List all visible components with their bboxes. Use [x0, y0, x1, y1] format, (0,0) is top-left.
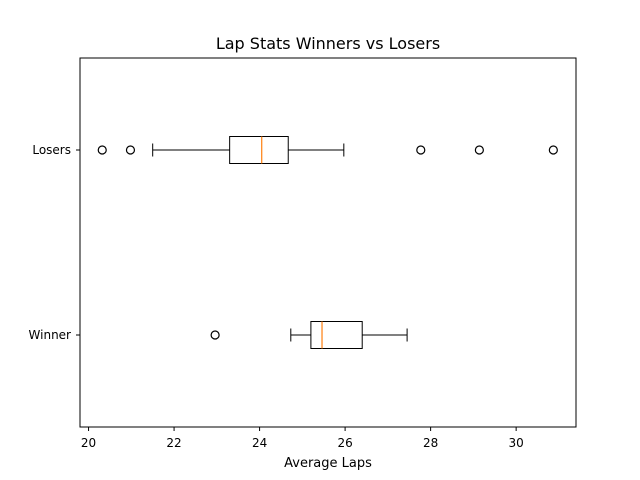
- x-tick-label: 30: [508, 436, 523, 450]
- x-tick-label: 28: [423, 436, 438, 450]
- outlier-point: [474, 145, 484, 155]
- outlier-point: [125, 145, 136, 155]
- outlier-point: [548, 145, 558, 155]
- x-tick-label: 22: [166, 436, 181, 450]
- y-axis-labels: Losers Winner: [29, 143, 80, 342]
- box-iqr: [310, 321, 363, 349]
- outlier-point: [97, 145, 107, 155]
- y-tick-label: Losers: [32, 143, 71, 157]
- plot-frame: [79, 57, 577, 428]
- outlier-point: [210, 330, 220, 340]
- box-iqr: [229, 136, 289, 164]
- x-axis-label: Average Laps: [284, 456, 372, 471]
- x-tick-label: 26: [337, 436, 352, 450]
- chart-title: Lap Stats Winners vs Losers: [216, 34, 440, 53]
- x-axis-ticks: 20 22 24 26 28 30: [81, 427, 524, 450]
- x-tick-label: 24: [252, 436, 267, 450]
- outlier-point: [416, 145, 426, 155]
- x-tick-label: 20: [81, 436, 96, 450]
- plot-marks: [97, 136, 558, 349]
- y-tick-label: Winner: [29, 328, 72, 342]
